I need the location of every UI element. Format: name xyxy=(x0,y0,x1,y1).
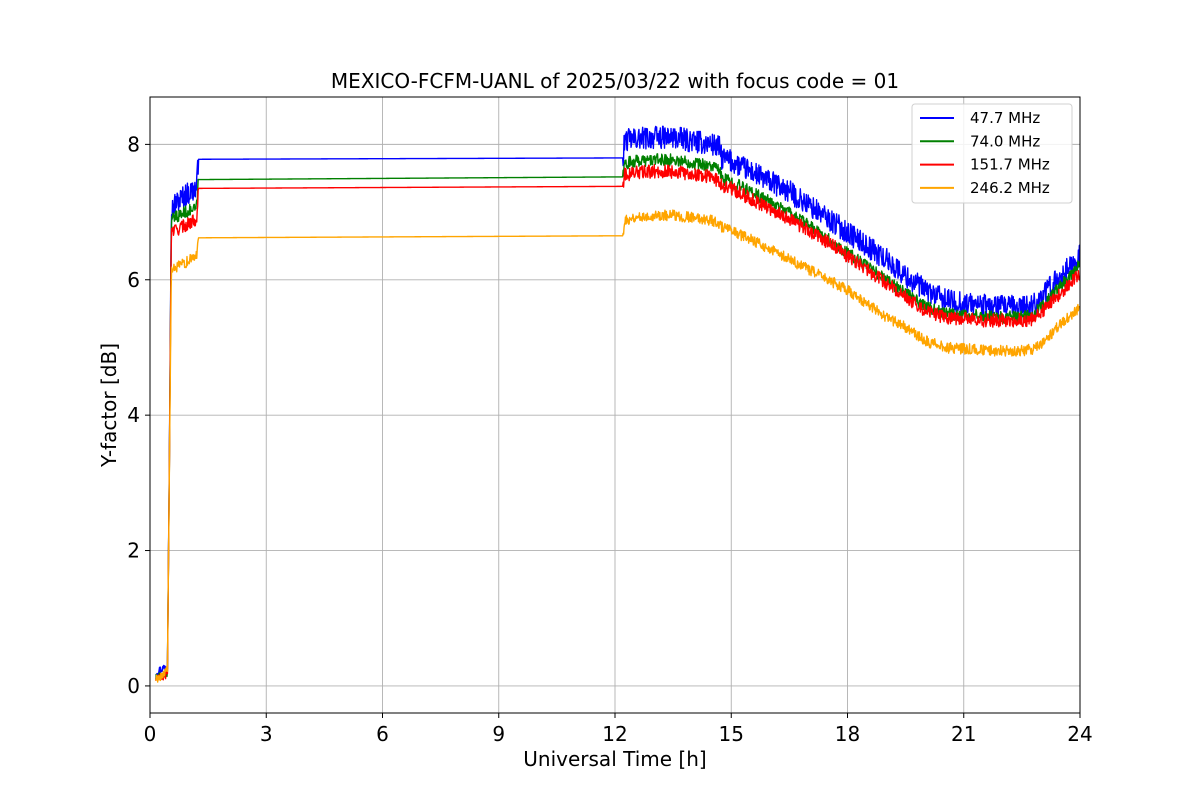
y-tick-label: 0 xyxy=(127,674,140,698)
plot-area xyxy=(155,125,1080,683)
legend-label: 151.7 MHz xyxy=(970,156,1050,174)
x-axis-label: Universal Time [h] xyxy=(523,747,706,771)
x-tick-label: 15 xyxy=(719,722,744,746)
y-axis-label: Y-factor [dB] xyxy=(97,343,121,468)
series-line xyxy=(155,209,1080,683)
x-axis: 0 3 6 9 12 15 18 21 24 xyxy=(144,713,1093,746)
legend-box xyxy=(911,103,1073,204)
x-tick-label: 6 xyxy=(376,722,389,746)
x-tick-label: 18 xyxy=(835,722,860,746)
x-tick-label: 24 xyxy=(1067,722,1092,746)
y-tick-label: 6 xyxy=(127,268,140,292)
y-tick-label: 4 xyxy=(127,403,140,427)
x-tick-label: 12 xyxy=(602,722,627,746)
y-axis: 0 2 4 6 8 xyxy=(127,132,150,698)
x-tick-label: 21 xyxy=(951,722,976,746)
x-tick-label: 0 xyxy=(144,722,157,746)
legend-label: 47.7 MHz xyxy=(970,109,1040,127)
x-tick-label: 3 xyxy=(260,722,273,746)
chart-title: MEXICO-FCFM-UANL of 2025/03/22 with focu… xyxy=(331,69,899,93)
legend: 47.7 MHz 74.0 MHz 151.7 MHz 246.2 MHz xyxy=(911,103,1073,204)
series-line xyxy=(155,164,1080,681)
y-tick-label: 2 xyxy=(127,539,140,563)
y-tick-label: 8 xyxy=(127,132,140,156)
x-tick-label: 9 xyxy=(492,722,505,746)
series-layer xyxy=(155,125,1080,683)
legend-label: 74.0 MHz xyxy=(970,132,1040,150)
legend-label: 246.2 MHz xyxy=(970,179,1050,197)
series-line xyxy=(155,125,1080,677)
